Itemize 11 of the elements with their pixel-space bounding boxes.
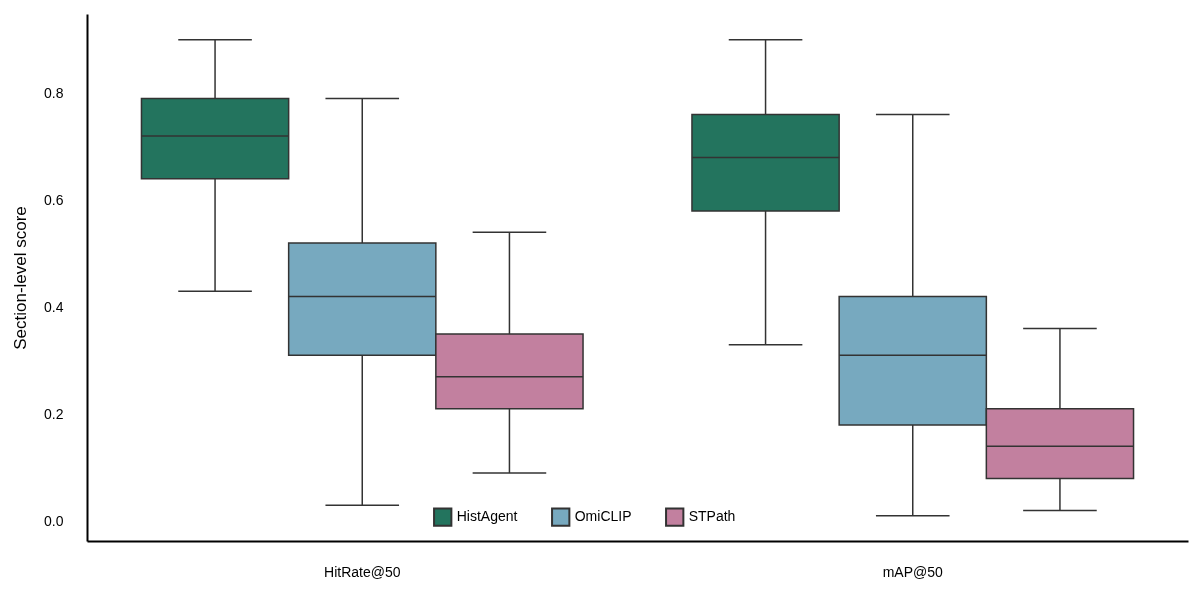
legend-label: OmiCLIP (574, 508, 632, 525)
y-tick-label: 0.0 (44, 512, 64, 529)
y-tick-label: 0.2 (44, 405, 64, 422)
y-tick-label: 0.6 (44, 191, 64, 208)
x-tick-label: mAP@50 (882, 563, 944, 580)
legend-label: HistAgent (456, 508, 518, 525)
y-tick-label: 0.8 (44, 84, 64, 101)
legend-label: STPath (688, 508, 736, 525)
x-tick-label: HitRate@50 (324, 563, 401, 580)
y-axis-title: Section-level score (11, 206, 31, 350)
y-tick-label: 0.4 (44, 298, 64, 315)
